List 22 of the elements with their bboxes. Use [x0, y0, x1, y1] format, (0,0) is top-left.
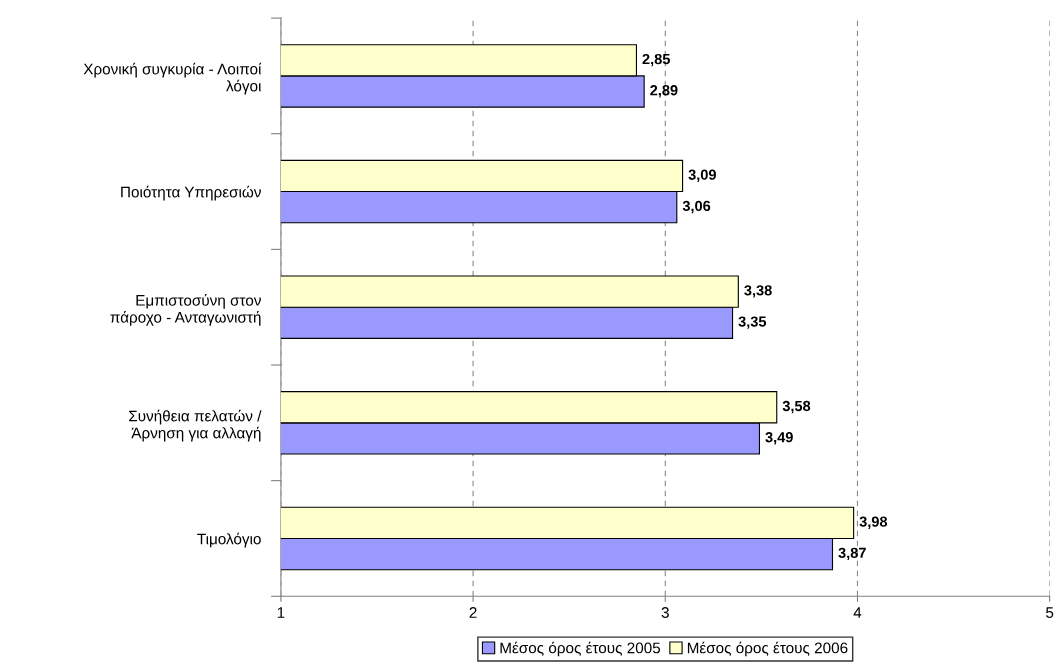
- data-label: 3,49: [765, 432, 793, 445]
- data-label: 3,35: [738, 316, 767, 329]
- data-label: 3,98: [859, 516, 888, 529]
- y-tick-label: Ποιότητα Υπηρεσιών: [121, 185, 261, 201]
- data-label: 2,85: [642, 53, 670, 67]
- data-label: 3,06: [682, 200, 711, 214]
- x-tick-label: 2: [469, 607, 477, 618]
- data-label: 3,87: [838, 547, 866, 561]
- y-tick-label: Χρονική συγκυρία - Λοιποί λόγοι: [83, 62, 262, 95]
- data-label: 3,09: [688, 169, 716, 182]
- data-label: 3,38: [744, 285, 772, 298]
- x-tick-label: 1: [277, 607, 285, 618]
- data-label: 3,58: [782, 400, 811, 414]
- legend-label: Μέσος όρος έτους 2006: [687, 641, 848, 657]
- data-label: 2,89: [650, 85, 678, 98]
- x-tick-label: 5: [1046, 607, 1054, 618]
- legend-label: Μέσος όρος έτους 2005: [500, 641, 661, 657]
- x-tick-label: 3: [661, 607, 669, 618]
- y-tick-label: Εμπιστοσύνη στον πάροχο - Ανταγωνιστή: [110, 294, 261, 326]
- y-tick-label: Τιμολόγιο: [197, 532, 261, 548]
- y-tick-label: Συνήθεια πελατών / Άρνηση για αλλαγή: [129, 409, 262, 442]
- x-tick-label: 4: [853, 607, 862, 618]
